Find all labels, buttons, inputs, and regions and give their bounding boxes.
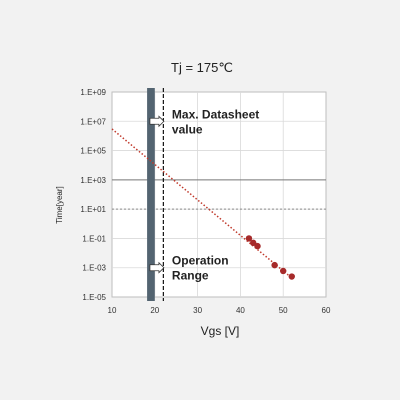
data-point [245,235,253,242]
y-tick-label: 1.E+09 [80,88,106,97]
annotation-label: value [172,122,203,136]
annotation-label: Max. Datasheet [172,107,259,121]
annotation-arrow [149,261,165,274]
y-tick-label: 1.E+07 [80,117,106,126]
data-point [254,242,261,250]
y-tick-label: 1.E+05 [80,147,106,156]
data-point [271,261,278,269]
x-tick-label: 60 [322,306,331,315]
y-tick-label: 1.E-05 [82,293,106,302]
x-tick-label: 30 [193,306,202,315]
plot-area: 10 20 30 40 50 60 1.E-05 1.E-03 1.E-01 1.E+01 1.E+… [80,88,331,315]
x-tick-label: 40 [236,306,245,315]
x-tick-label: 10 [108,306,117,315]
x-tick-label: 20 [150,306,159,315]
y-tick-label: 1.E+01 [80,205,106,214]
y-axis-title: Time[year] [55,186,64,224]
chart-title: Tj = 175℃ [171,60,233,75]
y-tick-label: 1.E-03 [82,264,106,273]
x-axis-title: Vgs [V] [201,324,240,338]
y-tick-label: 1.E-01 [82,234,106,243]
data-point [280,267,287,275]
annotation-label: Operation [172,254,229,268]
y-tick-label: 1.E+03 [80,176,106,185]
annotation-label: Range [172,269,209,283]
trend-line [111,128,293,279]
data-point [288,273,295,280]
annotation-arrow [149,115,165,128]
operation-limit-band [147,88,155,301]
x-tick-label: 50 [279,306,288,315]
